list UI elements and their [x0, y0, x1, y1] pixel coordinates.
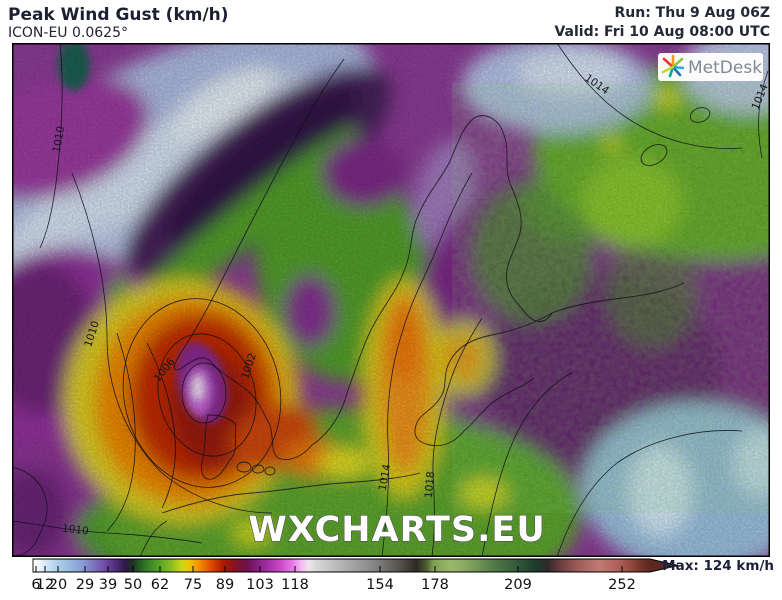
- page-title: Peak Wind Gust (km/h): [8, 5, 229, 25]
- isobar-label: 1010: [51, 125, 67, 153]
- metdesk-logo-icon: [661, 54, 685, 78]
- colorbar-tick-label: 103: [246, 577, 274, 593]
- colorbar-tick-label: 50: [124, 577, 142, 593]
- colorbar-tick-label: 154: [366, 577, 394, 593]
- metdesk-logo: MetDesk: [658, 53, 763, 81]
- isobar-label: 1018: [423, 471, 437, 499]
- colorbar-tick-label: 20: [49, 577, 67, 593]
- map-border: [12, 43, 770, 557]
- colorbar-tick-label: 178: [421, 577, 449, 593]
- max-gust-label: Max: 124 km/h: [662, 558, 774, 574]
- colorbar-ticks: [35, 566, 623, 572]
- colorbar-tick-label: 6: [31, 577, 40, 593]
- coastlines: [12, 58, 711, 557]
- model-label: ICON-EU 0.0625°: [8, 25, 128, 41]
- colorbar-tick-label: 252: [608, 577, 636, 593]
- run-valid-info: Run: Thu 9 Aug 06Z Valid: Fri 10 Aug 08:…: [554, 4, 770, 42]
- colorbar-tick-label: 12: [36, 577, 54, 593]
- colorbar-tick-label: 39: [99, 577, 117, 593]
- colorbar-tick-label: 209: [504, 577, 532, 593]
- colorbar-tick-label: 62: [151, 577, 169, 593]
- isobar-label: 1014: [377, 463, 394, 492]
- colorbar-gradient-bar: [32, 558, 679, 573]
- wind-gust-map-svg: 1010 1010 1006 1002 1014 1018 1014 1014 …: [12, 43, 770, 557]
- colorbar-tick-label: 29: [76, 577, 94, 593]
- metdesk-logo-text: MetDesk: [688, 58, 762, 78]
- valid-label: Valid: Fri 10 Aug 08:00 UTC: [554, 24, 770, 40]
- colorbar-tick-labels: 6 12 20 29 39 50 62 75 89 103 118 154 17…: [31, 577, 635, 593]
- colorbar-tick-label: 89: [216, 577, 234, 593]
- weather-map: 1010 1010 1006 1002 1014 1018 1014 1014 …: [12, 43, 770, 557]
- isobars: [12, 43, 769, 557]
- colorbar: 6 12 20 29 39 50 62 75 89 103 118 154 17…: [0, 556, 782, 600]
- colorbar-tick-label: 118: [281, 577, 309, 593]
- gust-field: 1010 1010 1006 1002 1014 1018 1014 1014 …: [12, 43, 770, 557]
- isobar-label: 1010: [61, 523, 89, 538]
- run-label: Run: Thu 9 Aug 06Z: [614, 5, 771, 21]
- colorbar-svg: 6 12 20 29 39 50 62 75 89 103 118 154 17…: [31, 558, 774, 593]
- watermark: WXCHARTS.EU: [248, 510, 546, 550]
- colorbar-tick-label: 75: [184, 577, 202, 593]
